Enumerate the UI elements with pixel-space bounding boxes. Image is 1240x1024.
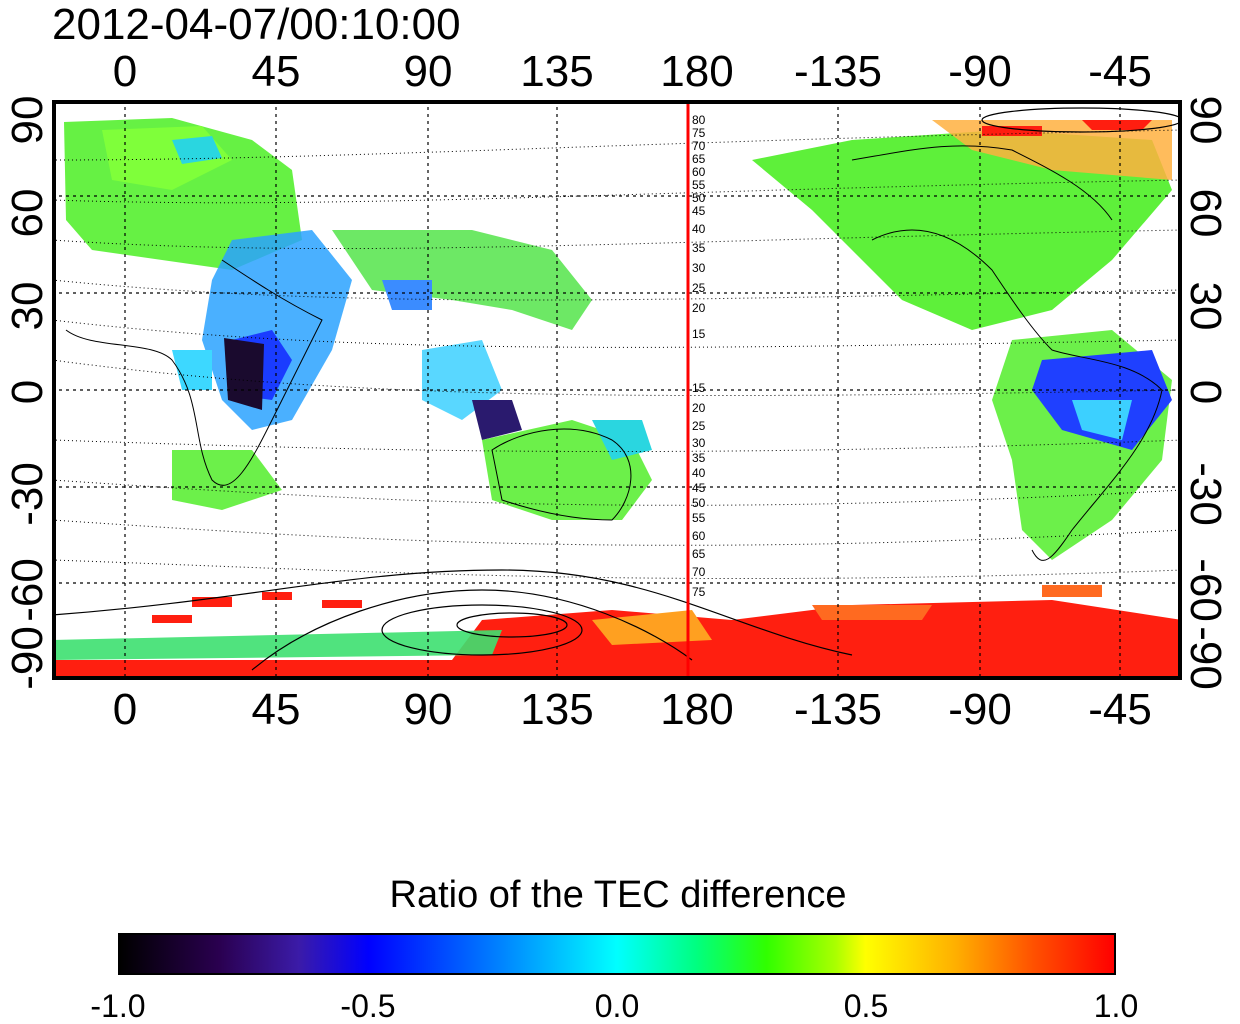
bottom-tick-label: -45	[1088, 685, 1152, 734]
bottom-tick-label: 135	[520, 685, 594, 734]
top-tick-label: -45	[1088, 47, 1152, 96]
contour-label: 55	[692, 511, 706, 525]
contour-label: 50	[692, 496, 706, 510]
colorbar-tick: -1.0	[90, 988, 146, 1024]
contour-label: 20	[692, 401, 706, 415]
bottom-tick-label: 0	[112, 685, 138, 734]
magnetic-contours	[52, 129, 1182, 580]
map-timestamp: 2012-04-07/00:10:00	[52, 0, 461, 49]
bottom-tick-label: 180	[660, 685, 734, 734]
contour-label: 75	[692, 126, 706, 140]
contour-label: 35	[692, 451, 706, 465]
contour-label: 30	[692, 436, 706, 450]
coastlines	[65, 145, 1163, 561]
contour-label: 50	[692, 191, 706, 205]
contour-label: 60	[692, 165, 706, 179]
contour-label: 65	[692, 547, 706, 561]
top-tick-label: 90	[403, 47, 453, 96]
contour-label: 35	[692, 241, 706, 255]
contour-label: 40	[692, 222, 706, 236]
colorbar-tick: -0.5	[340, 988, 396, 1024]
bottom-tick-label: -135	[793, 685, 883, 734]
contour-label: 30	[692, 261, 706, 275]
contour-label: 60	[692, 529, 706, 543]
contour-label: 45	[692, 204, 706, 218]
bottom-tick-label: 90	[403, 685, 453, 734]
bottom-tick-label: 45	[251, 685, 301, 734]
tec-map: 80 75 70 65 60 55 50 45 40 35 30 25 20 1…	[52, 100, 1182, 680]
colorbar-tick: 1.0	[1093, 988, 1139, 1024]
colorbar-title: Ratio of the TEC difference	[389, 874, 847, 916]
colorbar	[118, 933, 1116, 975]
top-tick-label: -135	[793, 47, 883, 96]
tec-data-layer	[52, 118, 1182, 680]
right-tick-label: -90	[1181, 626, 1230, 690]
contour-label: 20	[692, 301, 706, 315]
top-tick-label: -90	[948, 47, 1012, 96]
left-tick-label: -90	[3, 626, 52, 690]
top-tick-label: 0	[112, 47, 138, 96]
contour-label: 65	[692, 152, 706, 166]
axis-tick-bars	[52, 100, 1182, 680]
contour-labels-north: 80 75 70 65 60 55 50 45 40 35 30 25 20 1…	[692, 113, 706, 341]
magnetic-pole-contours	[52, 107, 1182, 671]
contour-label: 45	[692, 481, 706, 495]
contour-label: 25	[692, 419, 706, 433]
top-tick-label: 180	[660, 47, 734, 96]
contour-label: 25	[692, 281, 706, 295]
contour-label: 15	[692, 327, 706, 341]
contour-labels-south: 15 20 25 30 35 40 45 50 55 60 65 70 75	[692, 381, 706, 599]
bottom-tick-label: -90	[948, 685, 1012, 734]
contour-label: 70	[692, 565, 706, 579]
contour-label: 40	[692, 466, 706, 480]
colorbar-tick: 0.5	[843, 988, 889, 1024]
contour-label: 70	[692, 139, 706, 153]
top-tick-label: 45	[251, 47, 301, 96]
contour-label: 75	[692, 585, 706, 599]
top-tick-label: 135	[520, 47, 594, 96]
contour-label: 55	[692, 178, 706, 192]
contour-label: 15	[692, 381, 706, 395]
colorbar-tick: 0.0	[594, 988, 640, 1024]
contour-label: 80	[692, 113, 706, 127]
map-grid	[52, 100, 1182, 680]
